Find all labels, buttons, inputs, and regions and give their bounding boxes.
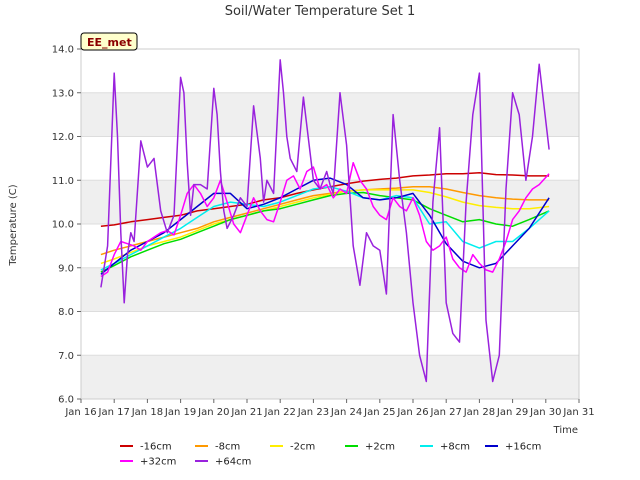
legend-label: +8cm <box>440 442 470 453</box>
x-tick-label: Jan 24 <box>330 407 362 418</box>
x-tick-label: Jan 16 <box>64 407 96 418</box>
x-axis-ticks: Jan 16 Jan 17 Jan 18 Jan 19 Jan 20 Jan 21 Jan … <box>64 399 595 418</box>
y-tick-label: 10.0 <box>52 220 74 231</box>
site-badge-text: EE_met <box>87 36 132 49</box>
x-tick-label: Jan 31 <box>562 407 594 418</box>
y-tick-label: 13.0 <box>52 88 74 99</box>
grid-band <box>81 355 579 399</box>
x-tick-label: Jan 29 <box>496 407 528 418</box>
y-axis-ticks: 6.0 7.0 8.0 9.0 10.0 11.0 12.0 13.0 14.0 <box>52 45 81 406</box>
x-tick-label: Jan 22 <box>264 407 296 418</box>
legend: -16cm -8cm -2cm +2cm +8cm +16cm +32cm +64cm <box>120 442 541 468</box>
legend-label: +64cm <box>215 457 251 468</box>
x-tick-label: Jan 26 <box>396 407 428 418</box>
y-tick-label: 8.0 <box>58 307 74 318</box>
y-tick-label: 14.0 <box>52 45 74 56</box>
series-line-+32cm <box>100 161 550 278</box>
series-line--2cm <box>100 189 550 265</box>
y-tick-label: 12.0 <box>52 132 74 143</box>
x-tick-label: Jan 21 <box>230 407 262 418</box>
site-badge-box <box>80 32 138 51</box>
x-axis-label: Time <box>553 425 578 436</box>
series-line--8cm <box>100 186 550 256</box>
series-line-+16cm <box>100 177 550 275</box>
legend-label: +32cm <box>140 457 176 468</box>
site-badge: EE_met <box>80 32 138 51</box>
legend-label: -8cm <box>215 442 240 453</box>
legend-label: -2cm <box>290 442 315 453</box>
series-group <box>100 59 550 383</box>
x-tick-label: Jan 28 <box>463 407 495 418</box>
x-tick-label: Jan 25 <box>363 407 395 418</box>
x-tick-label: Jan 18 <box>131 407 163 418</box>
grid-band <box>81 267 579 312</box>
y-tick-label: 6.0 <box>58 395 74 406</box>
legend-label: +16cm <box>505 442 541 453</box>
y-tick-label: 7.0 <box>58 351 74 362</box>
x-tick-label: Jan 23 <box>297 407 329 418</box>
chart-title: Soil/Water Temperature Set 1 <box>225 4 416 19</box>
legend-label: +2cm <box>365 442 395 453</box>
series-line-+2cm <box>100 191 550 273</box>
y-tick-label: 11.0 <box>52 176 74 187</box>
grid-band <box>81 92 579 137</box>
x-tick-label: Jan 17 <box>98 407 130 418</box>
x-tick-label: Jan 30 <box>529 407 561 418</box>
legend-label: -16cm <box>140 442 172 453</box>
x-tick-label: Jan 20 <box>197 407 229 418</box>
x-tick-label: Jan 27 <box>430 407 462 418</box>
y-tick-label: 9.0 <box>58 263 74 274</box>
series-line-+64cm <box>100 59 550 383</box>
y-axis-label: Temperature (C) <box>8 184 19 266</box>
x-tick-label: Jan 19 <box>164 407 196 418</box>
